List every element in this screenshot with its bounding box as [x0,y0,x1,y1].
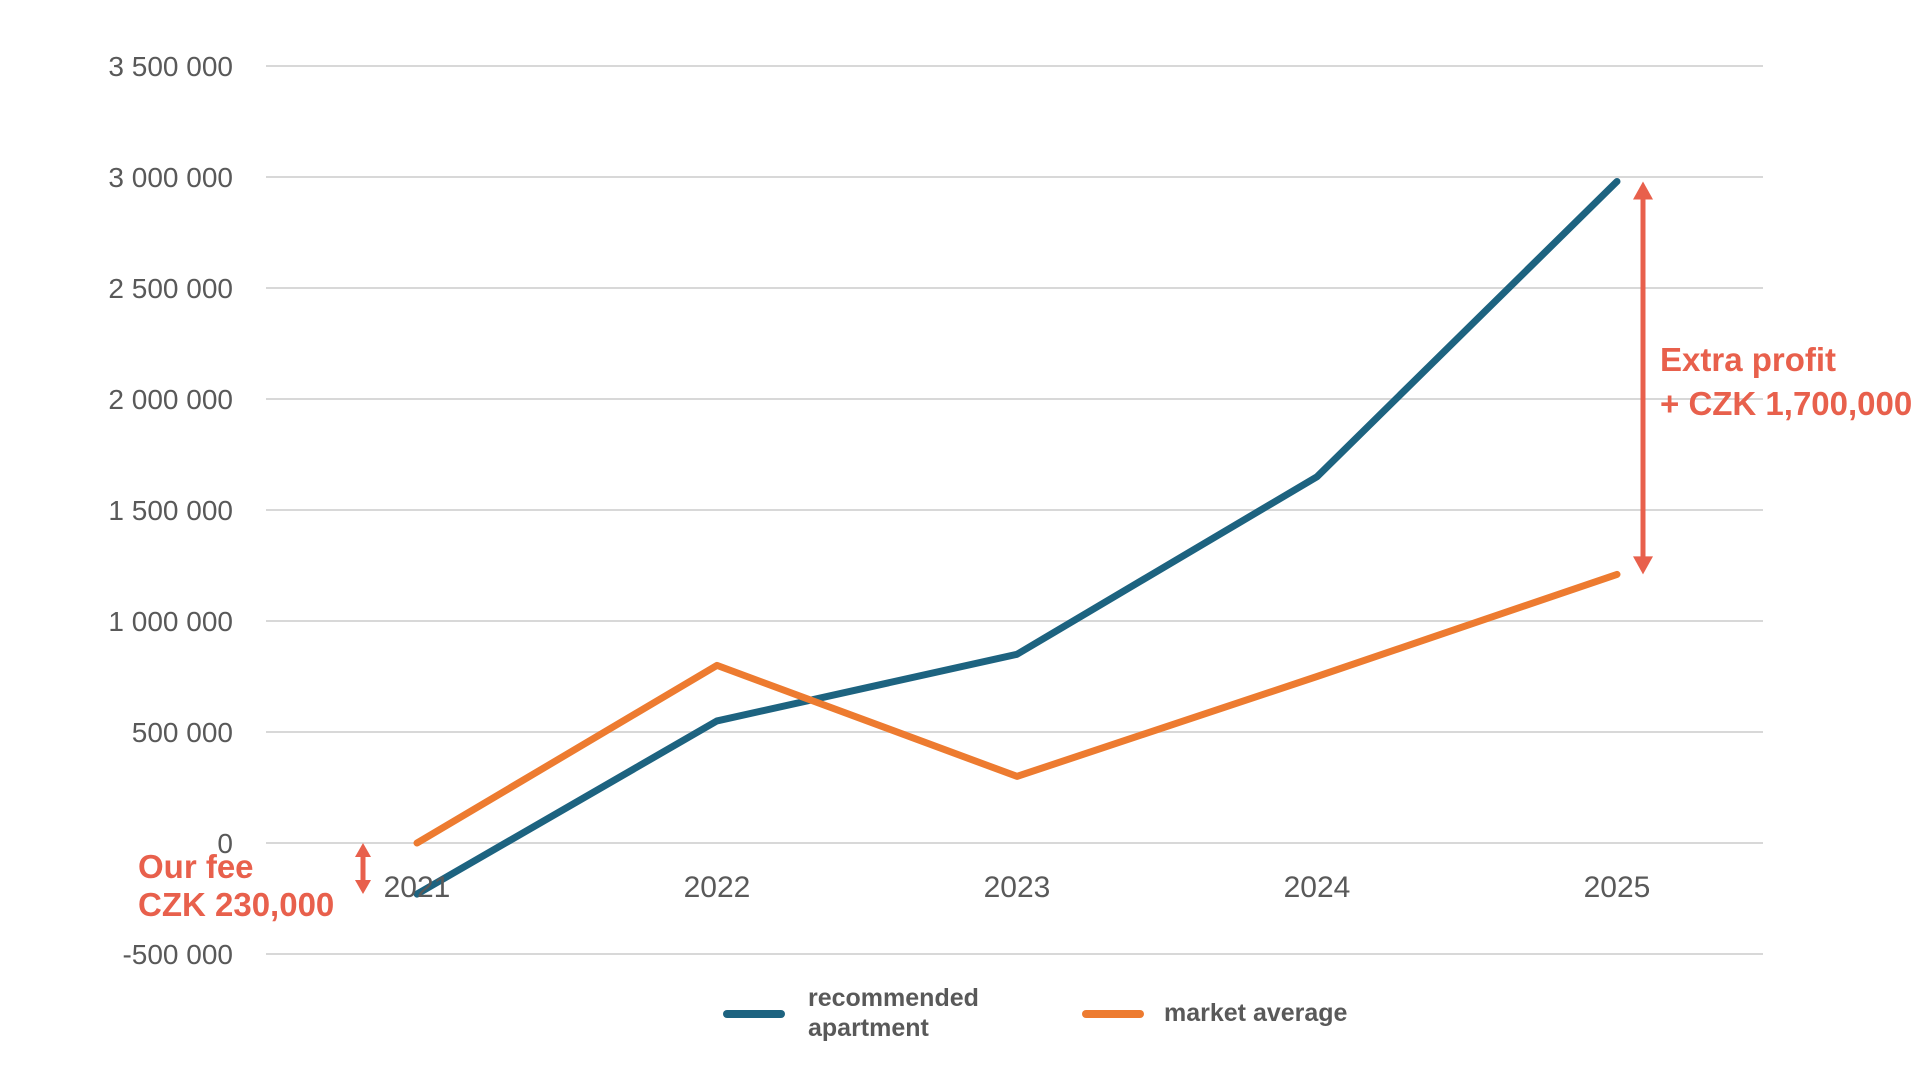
x-tick-label: 2024 [1284,871,1351,904]
our-fee-annotation: Our fee CZK 230,000 [138,848,334,924]
recommended-apartment-swatch-icon [723,1009,785,1018]
x-tick-label: 2025 [1584,871,1651,904]
y-tick-label: 2 500 000 [108,273,233,304]
our-fee-arrow-head-down [355,880,371,895]
recommended-apartment-line [413,177,1621,898]
axis-labels-layer: 3 500 000 3 000 000 2 500 000 2 000 000 1 50… [108,51,1650,970]
y-tick-label: 3 500 000 [108,51,233,82]
legend-item-recommended-apartment: recommended apartment [723,984,979,1043]
legend-label-market-average: market average [1164,999,1348,1027]
our-fee-arrow-head-up [355,843,371,857]
extra-profit-annotation-line2: + CZK 1,700,000 [1660,384,1913,422]
series-layer [413,177,1621,898]
x-tick-label: 2021 [384,871,451,904]
extra-profit-annotation-line1: Extra profit [1660,341,1837,378]
y-tick-label: 500 000 [132,717,233,748]
y-tick-label: -500 000 [122,939,233,970]
legend-item-market-average: market average [1082,999,1347,1029]
extra-profit-arrow-head-down [1633,556,1653,575]
market-average-line [413,570,1621,847]
extra-profit-annotation: Extra profit + CZK 1,700,000 [1660,338,1912,425]
gridlines-layer [266,65,1763,955]
y-tick-label: 1 500 000 [108,495,233,526]
x-tick-label: 2022 [684,871,751,904]
market-average-swatch-icon [1082,1009,1144,1018]
legend-label-recommended-apartment: recommended apartment [808,984,979,1042]
our-fee-arrow [355,843,371,895]
our-fee-annotation-line1: Our fee [138,848,254,885]
y-tick-label: 3 000 000 [108,162,233,193]
x-tick-label: 2023 [984,871,1051,904]
extra-profit-arrow [1633,181,1653,575]
y-tick-label: 1 000 000 [108,606,233,637]
our-fee-annotation-line2: CZK 230,000 [138,885,335,923]
y-tick-label: 2 000 000 [108,384,233,415]
annotation-arrows-layer [355,181,1653,895]
extra-profit-arrow-head-up [1633,181,1653,200]
y-tick-label: 0 [217,828,233,859]
